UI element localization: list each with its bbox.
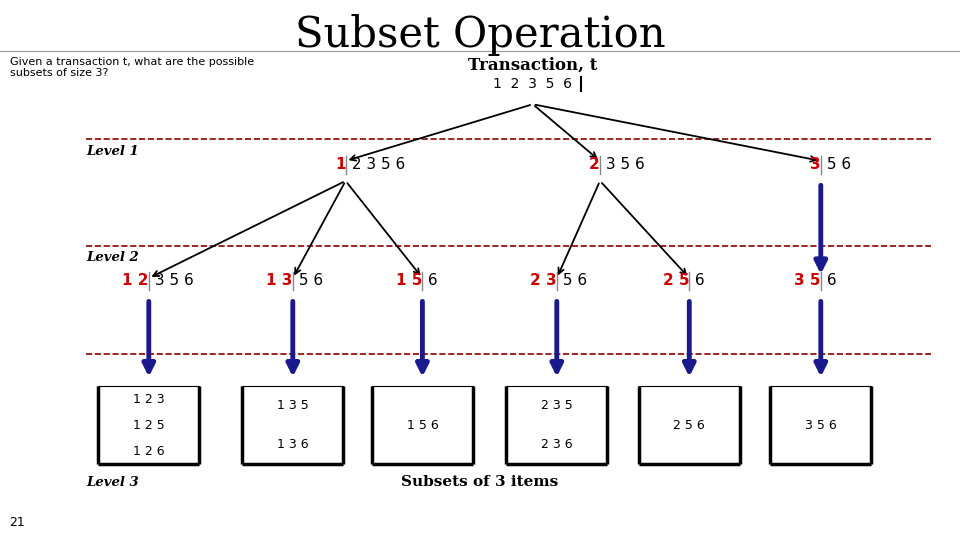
Text: 2: 2: [589, 157, 600, 172]
Text: 2 3 6: 2 3 6: [541, 438, 572, 451]
Text: 6: 6: [822, 273, 836, 288]
Text: 1 3: 1 3: [267, 273, 293, 288]
Text: Subsets of 3 items: Subsets of 3 items: [401, 475, 559, 489]
Text: Level 3: Level 3: [86, 476, 139, 489]
Text: 1 3 6: 1 3 6: [277, 438, 308, 451]
Text: Level 1: Level 1: [86, 145, 139, 158]
Text: 1: 1: [335, 157, 346, 172]
Text: Subset Operation: Subset Operation: [295, 14, 665, 56]
Text: 6: 6: [690, 273, 705, 288]
Text: 1 5: 1 5: [396, 273, 422, 288]
Text: 5 6: 5 6: [822, 157, 851, 172]
Text: 3 5 6: 3 5 6: [804, 418, 837, 432]
Text: Level 2: Level 2: [86, 251, 139, 264]
Text: Transaction, t: Transaction, t: [468, 57, 597, 73]
Text: 5 6: 5 6: [294, 273, 323, 288]
Text: 1 2 3: 1 2 3: [133, 393, 164, 406]
Text: 2 5: 2 5: [662, 273, 689, 288]
Text: Given a transaction t, what are the possible
subsets of size 3?: Given a transaction t, what are the poss…: [10, 57, 253, 78]
Text: 3 5 6: 3 5 6: [150, 273, 194, 288]
Text: 1 2 5: 1 2 5: [132, 418, 165, 432]
Text: 2 3 5 6: 2 3 5 6: [347, 157, 405, 172]
Text: 2 3: 2 3: [530, 273, 557, 288]
Text: 1 2: 1 2: [122, 273, 149, 288]
Text: 1  2  3  5  6: 1 2 3 5 6: [493, 77, 572, 91]
Text: 21: 21: [10, 516, 25, 529]
Text: 3 5 6: 3 5 6: [601, 157, 645, 172]
Text: 1 2 6: 1 2 6: [133, 445, 164, 458]
Text: 3: 3: [810, 157, 821, 172]
Text: 6: 6: [423, 273, 438, 288]
Text: 3 5: 3 5: [794, 273, 821, 288]
Text: 2 3 5: 2 3 5: [540, 399, 573, 412]
Text: 1 5 6: 1 5 6: [406, 418, 439, 432]
Text: 2 5 6: 2 5 6: [673, 418, 706, 432]
Text: 5 6: 5 6: [558, 273, 587, 288]
Text: 1 3 5: 1 3 5: [276, 399, 309, 412]
